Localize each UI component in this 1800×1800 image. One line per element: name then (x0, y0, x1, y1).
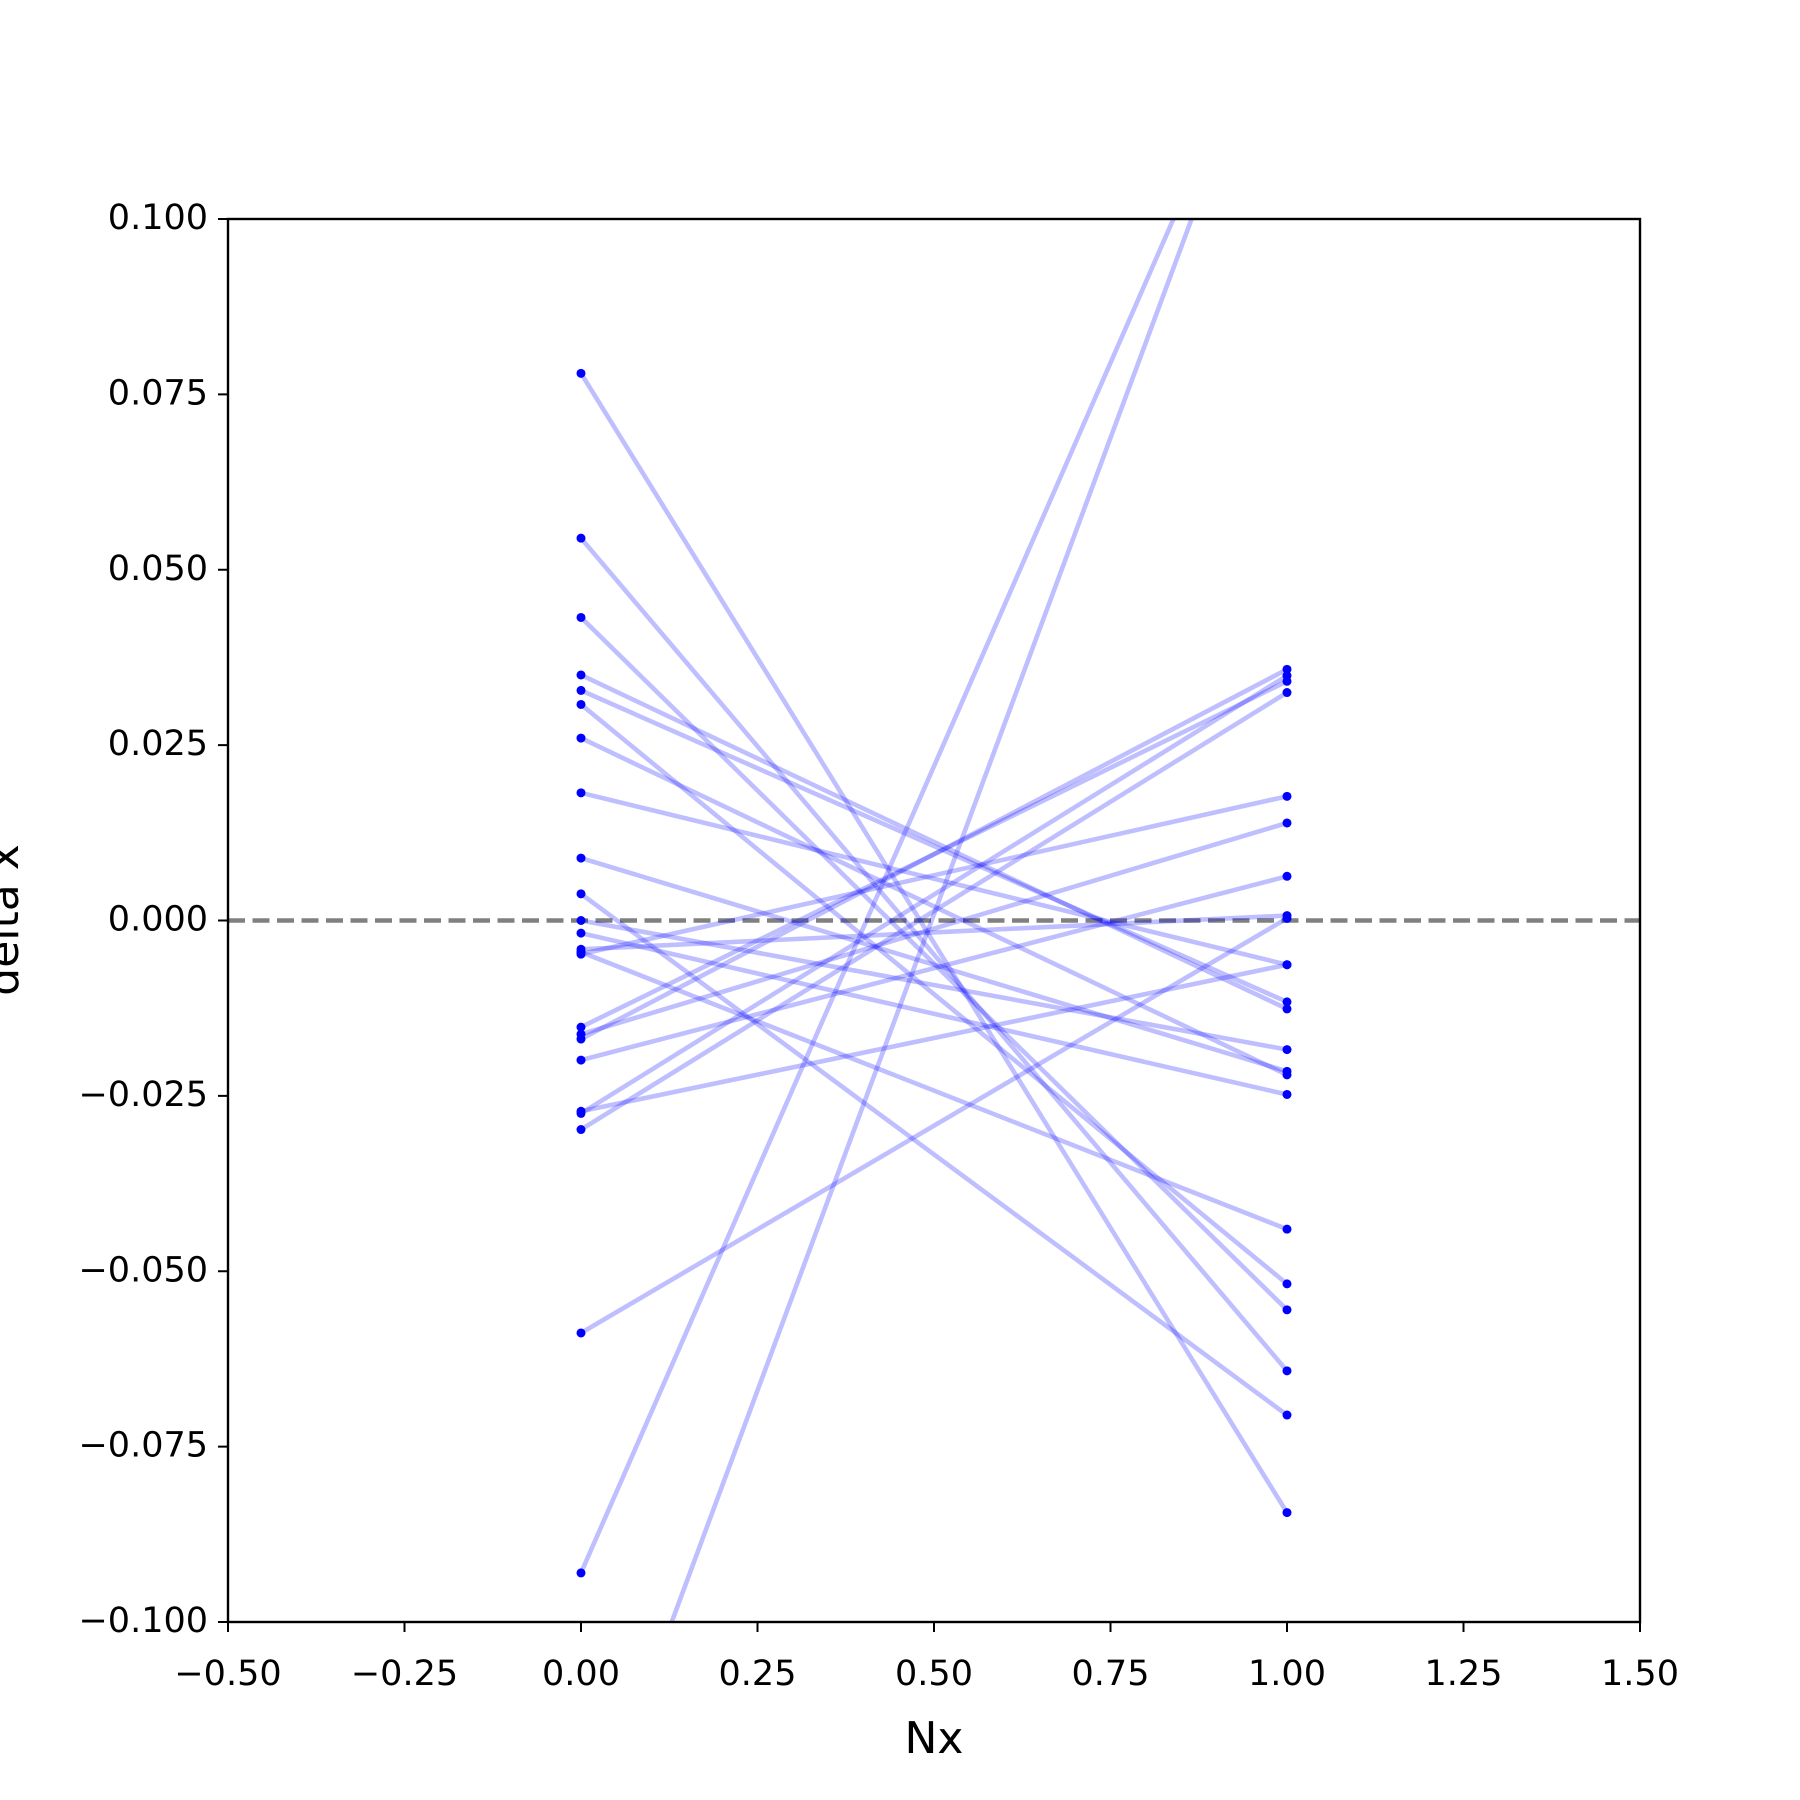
point (576, 368, 586, 378)
point (576, 928, 586, 938)
point (576, 947, 586, 957)
plot-area (228, 219, 1640, 1622)
point (576, 699, 586, 709)
point (576, 1022, 586, 1032)
point (576, 853, 586, 863)
point (1282, 1305, 1292, 1315)
series-line (580, 949, 1288, 1232)
point (1282, 688, 1292, 698)
point (1282, 871, 1292, 881)
point (1282, 913, 1292, 923)
point (576, 889, 586, 899)
y-tick-label: 0.025 (108, 724, 208, 764)
point (576, 1568, 586, 1578)
point (576, 916, 586, 925)
point (1282, 1045, 1292, 1055)
point (1282, 1004, 1292, 1014)
point (576, 612, 586, 622)
point (1282, 1410, 1292, 1420)
series-line (579, 690, 1289, 1132)
series-line (579, 536, 1289, 1373)
point (1282, 1066, 1292, 1076)
series-line (579, 679, 1289, 1030)
series-line (578, 219, 1176, 1574)
y-axis-label: delta x (0, 844, 29, 995)
series-line (580, 736, 1288, 1077)
x-tick-label: 0.50 (895, 1654, 973, 1694)
series-line (579, 702, 1289, 1286)
point (576, 1055, 586, 1065)
point (1282, 960, 1292, 970)
y-tick-label: −0.050 (78, 1250, 208, 1290)
series-line (579, 615, 1289, 1312)
point (576, 685, 586, 695)
series-line (580, 918, 1288, 1052)
series-line (580, 855, 1288, 1074)
x-tick-label: −0.50 (174, 1654, 281, 1694)
series-line (579, 673, 1289, 1116)
series-line (579, 372, 1289, 1514)
series-line (579, 667, 1289, 1042)
point (1282, 1224, 1292, 1234)
x-tick-label: 1.50 (1601, 1654, 1679, 1694)
y-tick-label: −0.100 (78, 1601, 208, 1641)
series-line (580, 962, 1288, 1114)
point (1282, 997, 1292, 1007)
series-line (580, 874, 1288, 1063)
series-line (580, 672, 1288, 1011)
point (1282, 1366, 1292, 1376)
x-tick-label: 1.25 (1425, 1654, 1503, 1694)
series-line (579, 916, 1289, 1335)
y-tick-label: 0.075 (108, 373, 208, 413)
series-line (669, 219, 1195, 1622)
point (576, 1125, 586, 1135)
x-tick-label: 0.25 (719, 1654, 797, 1694)
y-tick-label: 0.050 (108, 549, 208, 589)
series-line (580, 688, 1288, 1004)
x-axis-label: Nx (905, 1713, 964, 1764)
y-tick-label: 0.000 (108, 900, 208, 940)
point (1282, 791, 1292, 801)
point (1282, 671, 1292, 681)
point (1282, 664, 1292, 674)
point (576, 1108, 586, 1118)
point (1282, 1508, 1292, 1518)
series-line (580, 794, 1288, 957)
point (576, 670, 586, 680)
point (1282, 818, 1292, 828)
point (576, 733, 586, 743)
y-tick-label: −0.025 (78, 1075, 208, 1115)
x-tick-label: −0.25 (351, 1654, 458, 1694)
point (576, 1328, 586, 1338)
x-tick-label: 1.00 (1248, 1654, 1326, 1694)
point (1282, 1279, 1292, 1289)
x-tick-label: 0.75 (1072, 1654, 1150, 1694)
series-line (579, 891, 1289, 1417)
point (576, 533, 586, 543)
series-line (580, 913, 1288, 952)
y-tick-label: −0.075 (78, 1426, 208, 1466)
x-tick-label: 0.00 (542, 1654, 620, 1694)
series-line (580, 790, 1288, 967)
y-tick-label: 0.100 (108, 198, 208, 238)
point (1282, 1089, 1292, 1099)
point (576, 1034, 586, 1044)
point (576, 788, 586, 798)
series-line (580, 930, 1288, 1097)
series-line (580, 820, 1288, 1037)
